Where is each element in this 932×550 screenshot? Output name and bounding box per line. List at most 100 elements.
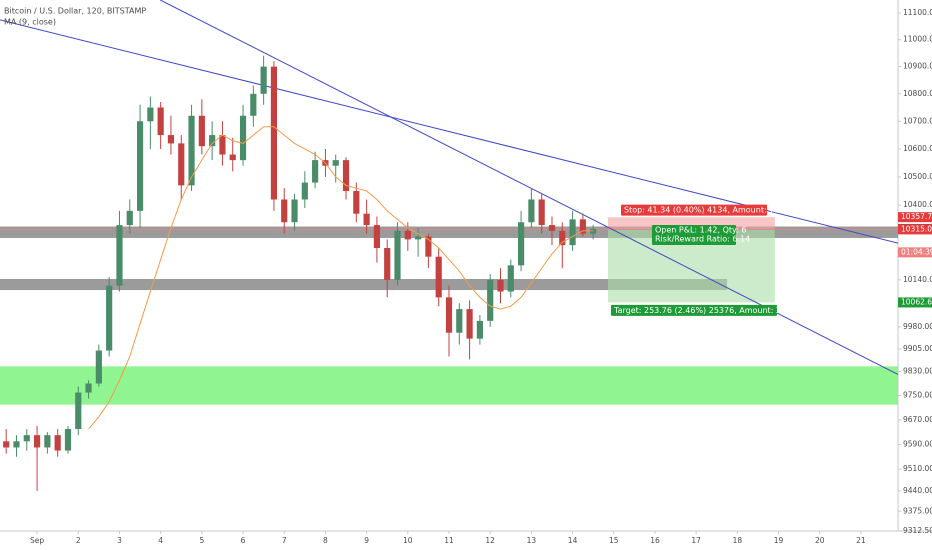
candle-body — [548, 225, 556, 231]
x-tick-label: 18 — [733, 536, 743, 545]
stop-zone — [608, 217, 775, 229]
y-tick-label: 9510.00 — [903, 464, 932, 473]
candle-body — [517, 222, 525, 266]
x-tick-label: 12 — [485, 536, 495, 545]
pnl-label-bg — [652, 224, 737, 245]
candle-body — [487, 279, 494, 321]
y-tick-label: 9980.00 — [903, 322, 932, 331]
y-tick-label: 10800.00 — [903, 89, 932, 98]
y-tick-label: 9590.00 — [903, 439, 932, 448]
x-tick-label: 19 — [774, 536, 784, 545]
x-tick-label: 9 — [364, 536, 369, 545]
candle-body — [126, 210, 133, 226]
candle-body — [44, 435, 51, 448]
candle-body — [291, 199, 298, 223]
candle-body — [425, 236, 432, 257]
stop-label: Stop: 41.34 (0.40%) 4134, Amount: 751.96 — [624, 206, 797, 215]
candle-body — [23, 435, 30, 442]
candle-body — [363, 213, 370, 226]
zone — [0, 226, 898, 238]
candle-body — [538, 199, 545, 226]
y-tick-label: 10900.00 — [903, 62, 932, 71]
y-tick-label: 9830.00 — [903, 366, 932, 375]
x-tick-label: 15 — [609, 536, 619, 545]
candle-body — [85, 383, 92, 393]
y-tick-label: 11100.00 — [903, 8, 932, 17]
candle-body — [64, 429, 72, 451]
x-tick-label: 7 — [282, 536, 287, 545]
candle-body — [456, 309, 463, 333]
candle-body — [219, 135, 226, 155]
target-label-bg — [611, 304, 778, 316]
x-tick-label: Sep — [30, 536, 44, 545]
y-tick-label: 10700.00 — [903, 116, 932, 125]
candle-body — [528, 199, 535, 223]
candle-body — [3, 441, 10, 448]
countdown-bg — [898, 247, 932, 258]
candle-body — [13, 441, 20, 448]
candle-body — [332, 160, 339, 166]
price-label: 10315.03 — [901, 224, 932, 233]
y-tick-label: 11000.00 — [903, 35, 932, 44]
candle-body — [404, 230, 411, 240]
chart-title: Bitcoin / U.S. Dollar, 120, BITSTAMP — [4, 7, 146, 16]
candle-body — [312, 160, 319, 183]
candle-body — [384, 248, 391, 280]
y-tick-label: 9312.50 — [903, 526, 932, 535]
candle-body — [178, 143, 185, 186]
x-tick-label: 8 — [323, 536, 328, 545]
x-tick-label: 20 — [815, 536, 825, 545]
candle-body — [301, 182, 308, 200]
y-tick-label: 10140.00 — [903, 275, 932, 284]
price-label-bg — [898, 297, 932, 308]
x-tick-label: 21 — [856, 536, 866, 545]
candle-body — [54, 435, 61, 451]
candle-body — [281, 199, 288, 223]
candle-body — [466, 309, 473, 339]
candle-body — [116, 225, 123, 286]
x-tick-label: 14 — [568, 536, 578, 545]
y-tick-label: 10400.00 — [903, 200, 932, 209]
candle-body — [559, 230, 566, 246]
y-tick-label: 10600.00 — [903, 144, 932, 153]
price-label-bg — [898, 224, 932, 235]
candle-body — [435, 256, 442, 298]
candle-body — [239, 115, 247, 161]
y-tick-label: 10500.00 — [903, 172, 932, 181]
x-tick-label: 6 — [241, 536, 246, 545]
x-tick-label: 2 — [76, 536, 81, 545]
candle-body — [590, 228, 597, 234]
candle-body — [188, 115, 195, 186]
candle-body — [476, 320, 483, 339]
candle-body — [569, 219, 576, 246]
price-label: 10357.79 — [901, 212, 932, 221]
zone — [0, 278, 728, 291]
candle-body — [260, 66, 267, 94]
candle-body — [415, 236, 422, 240]
y-tick-label: 9670.00 — [903, 415, 932, 424]
candle-body — [147, 107, 154, 122]
rr-label: Risk/Reward Ratio: 6.14 — [655, 234, 750, 243]
candle-body — [198, 115, 205, 147]
x-tick-label: 13 — [527, 536, 537, 545]
y-tick-label: 9440.00 — [903, 486, 932, 495]
x-tick-label: 5 — [199, 536, 204, 545]
x-tick-label: 3 — [117, 536, 122, 545]
candle-body — [229, 154, 236, 161]
zone — [0, 366, 898, 405]
candle-body — [270, 66, 278, 200]
x-tick-label: 16 — [650, 536, 660, 545]
candle-body — [394, 230, 401, 280]
y-tick-label: 9905.00 — [903, 344, 932, 353]
ma-legend: MA (9, close) — [4, 18, 56, 27]
candle-body — [157, 107, 164, 136]
candle-body — [579, 219, 586, 234]
candle-body — [342, 160, 350, 192]
countdown: 01:04:39 — [901, 247, 932, 256]
candle-body — [373, 225, 381, 249]
plot: Stop: 41.34 (0.40%) 4134, Amount: 751.96… — [0, 0, 899, 491]
x-tick-label: 4 — [158, 536, 163, 545]
candle-body — [167, 135, 175, 144]
